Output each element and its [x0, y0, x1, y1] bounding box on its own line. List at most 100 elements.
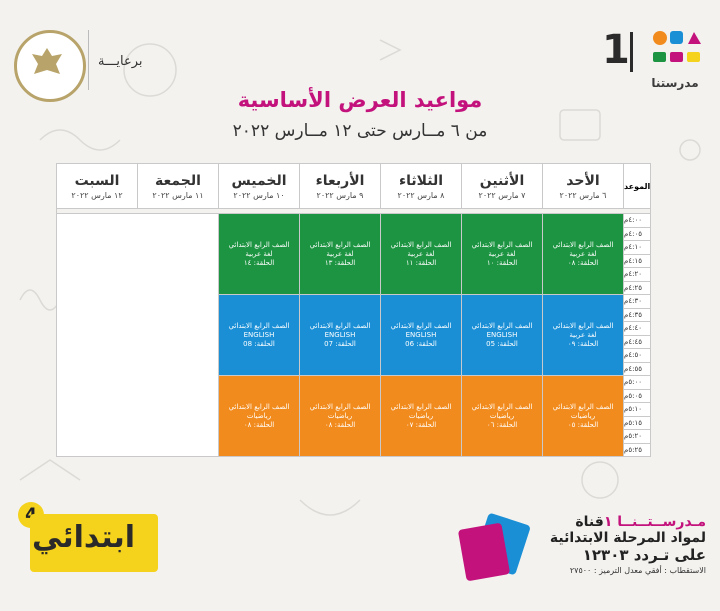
time-label: ٤:١٥م: [622, 253, 652, 268]
time-label: ٤:٠٥م: [622, 226, 652, 241]
program-subject: رياضيات: [489, 411, 515, 420]
grade-badge-text: ابتدائي: [32, 520, 136, 555]
program-subject: لغة عربية: [488, 249, 516, 258]
program-episode: الحلقة: ٠٦: [486, 420, 518, 429]
time-label: ٥:٠٠م: [622, 375, 652, 390]
program-block-mon-2: الصف الرابع الابتدائي ENGLISH الحلقة: 05: [461, 294, 543, 376]
program-subject: ENGLISH: [324, 330, 356, 339]
day-header-fri: الجمعة ١١ مارس ٢٠٢٢: [137, 163, 219, 209]
program-subject: لغة عربية: [245, 249, 273, 258]
program-episode: الحلقة: ٠٨: [567, 258, 599, 267]
program-grade: الصف الرابع الابتدائي: [471, 240, 533, 249]
time-label: ٤:٥٠م: [622, 348, 652, 363]
time-slot-row: ٤:١٥م: [57, 253, 652, 268]
program-subject: رياضيات: [327, 411, 353, 420]
time-label: ٥:٢٥م: [622, 442, 652, 457]
time-slot-row: ٥:١٥م: [57, 415, 652, 430]
program-grade: الصف الرابع الابتدائي: [390, 240, 452, 249]
time-label: ٤:٢٥م: [622, 280, 652, 295]
time-slot-row: ٤:١٠م: [57, 240, 652, 255]
program-episode: الحلقة: 07: [324, 339, 356, 348]
logo-divider: [630, 32, 633, 72]
program-block-thu-2: الصف الرابع الابتدائي ENGLISH الحلقة: 08: [218, 294, 300, 376]
day-header-thu: الخميس ١٠ مارس ٢٠٢٢: [218, 163, 300, 209]
time-label: ٤:٢٠م: [622, 267, 652, 282]
time-label: ٥:١٠م: [622, 402, 652, 417]
program-subject: لغة عربية: [326, 249, 354, 258]
program-subject: لغة عربية: [569, 330, 597, 339]
program-block-wed-1: الصف الرابع الابتدائي لغة عربية الحلقة: ١٣: [299, 213, 381, 295]
channel-prefix: قناة: [575, 514, 604, 530]
program-block-mon-3: الصف الرابع الابتدائي رياضيات الحلقة: ٠٦: [461, 375, 543, 457]
program-episode: الحلقة: ١٣: [324, 258, 356, 267]
grade-badge: [30, 514, 158, 572]
time-slot-row: ٥:٢٥م: [57, 442, 652, 457]
program-episode: الحلقة: ٠٧: [405, 420, 437, 429]
channel-frequency: على تـردد ١٢٣٠٣: [582, 546, 706, 564]
program-episode: الحلقة: ٠٩: [567, 339, 599, 348]
program-grade: الصف الرابع الابتدائي: [228, 321, 290, 330]
program-block-sun-1: الصف الرابع الابتدائي لغة عربية الحلقة: ٠٨: [542, 213, 624, 295]
program-grade: الصف الرابع الابتدائي: [390, 321, 452, 330]
program-grade: الصف الرابع الابتدائي: [471, 402, 533, 411]
channel-info: مـدرســتــنــا ١قناة لمواد المرحلة الابت…: [550, 514, 706, 575]
day-header-wed: الأربعاء ٩ مارس ٢٠٢٢: [299, 163, 381, 209]
time-slot-row: ٤:٠٥م: [57, 226, 652, 241]
program-block-mon-1: الصف الرابع الابتدائي لغة عربية الحلقة: ١٠: [461, 213, 543, 295]
channel-name-line: مـدرســتــنــا ١قناة: [550, 514, 706, 530]
time-label: ٤:٤٠م: [622, 321, 652, 336]
time-slot-row: ٤:٢٥م: [57, 280, 652, 295]
time-slot-row: ٤:٥٥م: [57, 361, 652, 376]
program-subject: ENGLISH: [405, 330, 437, 339]
program-grade: الصف الرابع الابتدائي: [552, 321, 614, 330]
program-block-sun-2: الصف الرابع الابتدائي لغة عربية الحلقة: ٠٩: [542, 294, 624, 376]
program-block-tue-1: الصف الرابع الابتدائي لغة عربية الحلقة: ١١: [380, 213, 462, 295]
time-slots: الصف الرابع الابتدائي لغة عربية الحلقة: ١٤…: [56, 213, 652, 457]
program-block-wed-3: الصف الرابع الابتدائي رياضيات الحلقة: ٠٨: [299, 375, 381, 457]
time-label: ٤:٣٥م: [622, 307, 652, 322]
time-label: ٤:٤٥م: [622, 334, 652, 349]
program-block-thu-1: الصف الرابع الابتدائي لغة عربية الحلقة: ١٤: [218, 213, 300, 295]
program-grade: الصف الرابع الابتدائي: [228, 402, 290, 411]
channel-polarization: الاستقطاب : أفقي معدل الترميز : ٢٧٥٠٠: [569, 566, 706, 575]
time-label: ٥:٠٥م: [622, 388, 652, 403]
channel-number: 1: [602, 27, 630, 73]
eagle-icon: [32, 48, 62, 74]
day-header-tue: الثلاثاء ٨ مارس ٢٠٢٢: [380, 163, 462, 209]
program-block-wed-2: الصف الرابع الابتدائي ENGLISH الحلقة: 07: [299, 294, 381, 376]
program-block-tue-2: الصف الرابع الابتدائي ENGLISH الحلقة: 06: [380, 294, 462, 376]
time-slot-row: ٤:٢٠م: [57, 267, 652, 282]
program-subject: رياضيات: [570, 411, 596, 420]
program-episode: الحلقة: ٠٨: [324, 420, 356, 429]
program-grade: الصف الرابع الابتدائي: [309, 402, 371, 411]
program-grade: الصف الرابع الابتدائي: [228, 240, 290, 249]
time-slot-row: ٤:٥٠م: [57, 348, 652, 363]
day-header-mon: الأثنين ٧ مارس ٢٠٢٢: [461, 163, 543, 209]
time-label: ٤:٥٥م: [622, 361, 652, 376]
header-row: السبت ١٢ مارس ٢٠٢٢ الجمعة ١١ مارس ٢٠٢٢ الخ…: [56, 163, 652, 209]
date-range: من ٦ مــارس حتى ١٢ مــارس ٢٠٢٢: [232, 121, 488, 141]
program-episode: الحلقة: ٠٥: [567, 420, 599, 429]
program-episode: الحلقة: 08: [243, 339, 275, 348]
time-label: ٥:١٥م: [622, 415, 652, 430]
program-subject: لغة عربية: [569, 249, 597, 258]
program-grade: الصف الرابع الابتدائي: [552, 402, 614, 411]
program-block-sun-3: الصف الرابع الابتدائي رياضيات الحلقة: ٠٥: [542, 375, 624, 457]
page-title: مواعيد العرض الأساسية: [237, 88, 483, 112]
time-slot-row: الصف الرابع الابتدائي رياضيات الحلقة: ٠٨ ال…: [57, 375, 652, 457]
books-icon: [458, 513, 530, 581]
day-header-sun: الأحد ٦ مارس ٢٠٢٢: [542, 163, 624, 209]
time-slot-row: ٥:١٠م: [57, 402, 652, 417]
program-subject: لغة عربية: [407, 249, 435, 258]
program-grade: الصف الرابع الابتدائي: [471, 321, 533, 330]
program-subject: رياضيات: [408, 411, 434, 420]
program-episode: الحلقة: ١٠: [486, 258, 518, 267]
program-block-tue-3: الصف الرابع الابتدائي رياضيات الحلقة: ٠٧: [380, 375, 462, 457]
program-episode: الحلقة: 06: [405, 339, 437, 348]
program-episode: الحلقة: ١٤: [243, 258, 275, 267]
schedule-table: السبت ١٢ مارس ٢٠٢٢ الجمعة ١١ مارس ٢٠٢٢ الخ…: [55, 163, 652, 457]
program-subject: رياضيات: [246, 411, 272, 420]
day-header-sat: السبت ١٢ مارس ٢٠٢٢: [56, 163, 138, 209]
empty-weekend-area: [56, 213, 219, 457]
